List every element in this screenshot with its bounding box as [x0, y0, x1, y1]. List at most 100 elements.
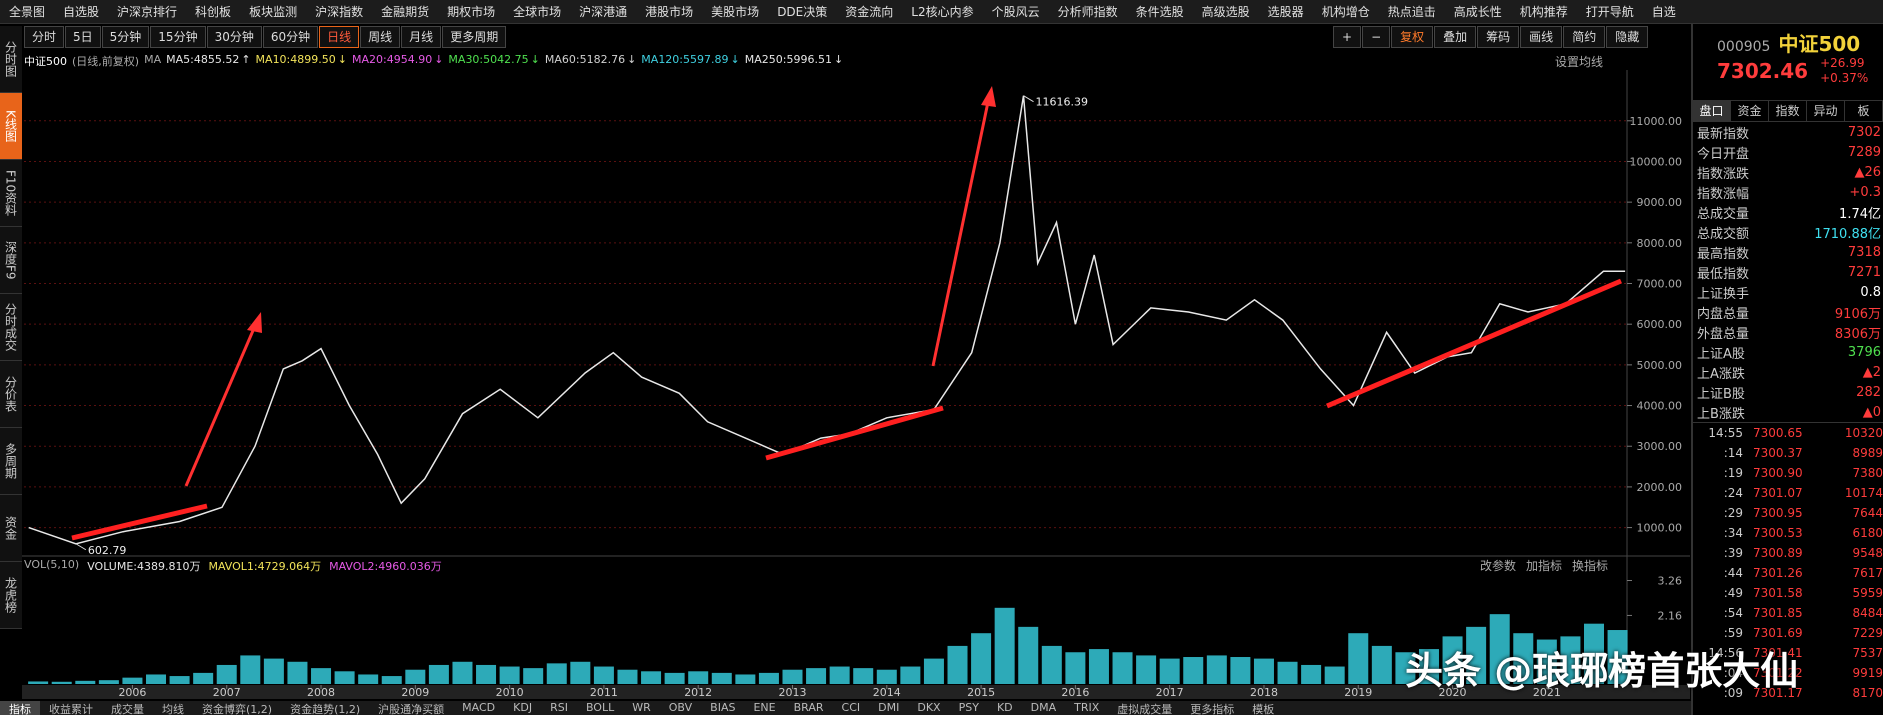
indicator-tab[interactable]: BIAS	[710, 701, 736, 714]
volume-bar	[735, 674, 756, 684]
period-button[interactable]: 日线	[319, 26, 360, 48]
indicator-tab[interactable]: 模板	[1252, 703, 1275, 715]
indicator-tab[interactable]: ENE	[753, 701, 776, 714]
side-tab[interactable]: F10资料	[0, 160, 22, 227]
indicator-tab[interactable]: DMA	[1030, 701, 1057, 714]
indicator-tab[interactable]: MACD	[462, 701, 496, 714]
y-tick-label: 5000.00	[1637, 359, 1683, 372]
indicator-tab[interactable]: 虚拟成交量	[1117, 703, 1173, 715]
menu-item[interactable]: 板块监测	[249, 5, 298, 19]
menu-item[interactable]: 机构推荐	[1519, 5, 1568, 19]
menu-item[interactable]: 自选	[1651, 5, 1676, 19]
indicator-tab[interactable]: WR	[632, 701, 651, 714]
menu-item[interactable]: 资金流向	[845, 5, 894, 19]
arrow-head	[981, 86, 996, 107]
menu-item[interactable]: 沪深港通	[579, 5, 628, 19]
menu-item[interactable]: 沪深京排行	[117, 5, 178, 19]
quote-tab[interactable]: 资金	[1731, 101, 1769, 121]
panel-tool[interactable]: 换指标	[1572, 559, 1609, 573]
period-button[interactable]: 月线	[401, 26, 442, 48]
menu-item[interactable]: 个股风云	[991, 5, 1040, 19]
quote-tab[interactable]: 板	[1845, 101, 1883, 121]
trend-line	[765, 405, 944, 461]
indicator-tab[interactable]: 沪股通净买额	[378, 703, 445, 715]
indicator-tab[interactable]: 指标	[0, 701, 40, 715]
ma-settings[interactable]: 设置均线	[1555, 55, 1604, 69]
menu-item[interactable]: 条件选股	[1135, 5, 1184, 19]
indicator-tab[interactable]: CCI	[841, 701, 861, 714]
volume-bar	[1065, 652, 1086, 684]
period-button[interactable]: 更多周期	[442, 26, 507, 48]
menu-item[interactable]: 自选股	[63, 5, 100, 19]
indicator-tab[interactable]: DKX	[917, 701, 941, 714]
side-tab[interactable]: 资金	[0, 495, 22, 562]
panel-tool[interactable]: 加指标	[1526, 559, 1563, 573]
tick-cell: 7380	[1852, 466, 1883, 480]
side-tab[interactable]: K线图	[0, 93, 22, 160]
volume-bar	[1159, 658, 1180, 684]
volume-bar	[1442, 636, 1463, 684]
quote-tab[interactable]: 指数	[1769, 101, 1807, 121]
indicator-tab[interactable]: 成交量	[111, 703, 144, 715]
indicator-tab[interactable]: BRAR	[793, 701, 824, 714]
menu-item[interactable]: 打开导航	[1585, 5, 1634, 19]
period-button[interactable]: 分时	[24, 26, 65, 48]
menu-item[interactable]: 科创板	[195, 5, 232, 19]
tool-button[interactable]: 筹码	[1477, 26, 1520, 48]
period-button[interactable]: 60分钟	[262, 26, 319, 48]
tick-cell: :39	[1723, 546, 1743, 560]
indicator-tab[interactable]: DMI	[878, 701, 900, 714]
indicator-tab[interactable]: KDJ	[513, 701, 533, 714]
menu-item[interactable]: 全景图	[9, 5, 46, 19]
period-button[interactable]: 周线	[360, 26, 401, 48]
quote-tab[interactable]: 异动	[1807, 101, 1845, 121]
indicator-tab[interactable]: BOLL	[585, 701, 615, 714]
indicator-tab[interactable]: TRIX	[1074, 701, 1100, 714]
tool-button[interactable]: 复权	[1391, 26, 1434, 48]
menu-item[interactable]: 高成长性	[1453, 5, 1502, 19]
menu-item[interactable]: 热点追击	[1387, 5, 1436, 19]
quote-tab[interactable]: 盘口	[1693, 101, 1731, 121]
indicator-tab[interactable]: 资金博弈(1,2)	[202, 703, 273, 715]
indicator-tab[interactable]: 收益累计	[49, 703, 93, 715]
period-button[interactable]: 5分钟	[101, 26, 150, 48]
tool-button[interactable]: 隐藏	[1606, 26, 1649, 48]
tool-button[interactable]: 简约	[1563, 26, 1606, 48]
menu-item[interactable]: 沪深指数	[315, 5, 364, 19]
menu-item[interactable]: 高级选股	[1201, 5, 1250, 19]
tool-button[interactable]: 叠加	[1434, 26, 1477, 48]
indicator-tab[interactable]: RSI	[550, 701, 568, 714]
menu-item[interactable]: 机构增仓	[1321, 5, 1370, 19]
menu-item[interactable]: 全球市场	[513, 5, 562, 19]
tool-button[interactable]: 画线	[1520, 26, 1563, 48]
indicator-tab[interactable]: 资金趋势(1,2)	[290, 703, 361, 715]
side-tab[interactable]: 分价表	[0, 361, 22, 428]
period-button[interactable]: 15分钟	[150, 26, 206, 48]
side-tab[interactable]: 龙虎榜	[0, 562, 22, 629]
menu-item[interactable]: 分析师指数	[1057, 5, 1118, 19]
quote-row: 上证换手 0.8	[1693, 282, 1883, 302]
volume-bar	[287, 661, 308, 684]
menu-item[interactable]: DDE决策	[777, 5, 828, 19]
menu-item[interactable]: 选股器	[1267, 5, 1304, 19]
indicator-tab[interactable]: 更多指标	[1190, 703, 1235, 715]
indicator-tab[interactable]: PSY	[958, 701, 979, 714]
menu-item[interactable]: 美股市场	[711, 5, 760, 19]
panel-tool[interactable]: 改参数	[1480, 559, 1517, 573]
menu-item[interactable]: 港股市场	[645, 5, 694, 19]
quote-row: 最高指数 7318	[1693, 242, 1883, 262]
tool-button[interactable]: +	[1333, 26, 1362, 48]
indicator-tab[interactable]: OBV	[668, 701, 693, 714]
menu-item[interactable]: 金融期货	[381, 5, 430, 19]
indicator-tab[interactable]: KD	[996, 701, 1013, 714]
side-tab[interactable]: 分时成交	[0, 294, 22, 361]
menu-item[interactable]: L2核心内参	[911, 5, 974, 19]
side-tab[interactable]: 分时图	[0, 26, 22, 93]
period-button[interactable]: 30分钟	[206, 26, 262, 48]
indicator-tab[interactable]: 均线	[162, 703, 184, 715]
tool-button[interactable]: −	[1362, 26, 1391, 48]
side-tab[interactable]: 多周期	[0, 428, 22, 495]
menu-item[interactable]: 期权市场	[447, 5, 496, 19]
side-tab[interactable]: 深度F9	[0, 227, 22, 294]
period-button[interactable]: 5日	[65, 26, 101, 48]
